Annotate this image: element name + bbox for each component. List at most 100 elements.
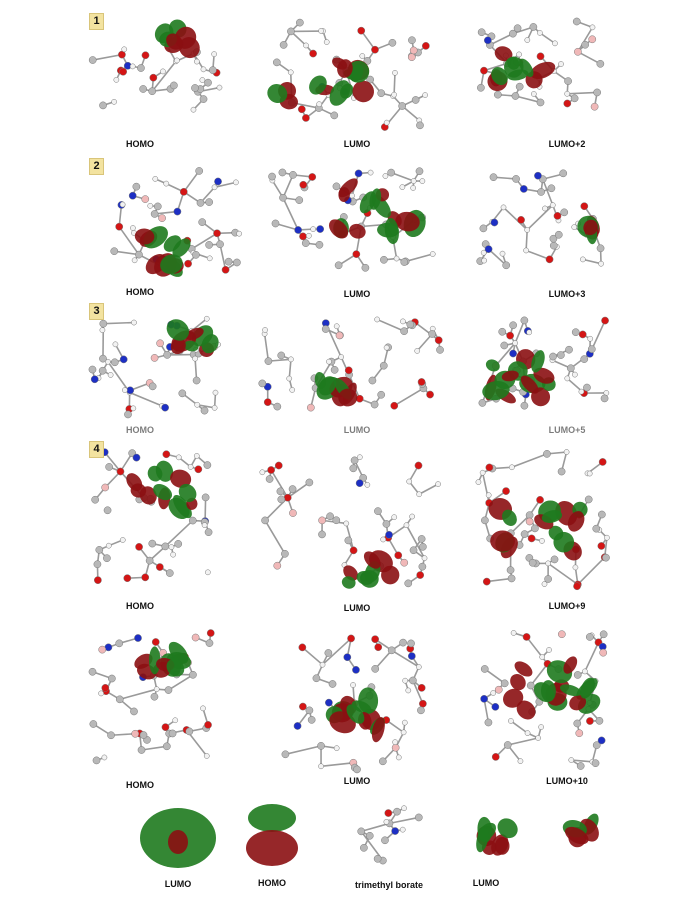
trimethyl-borate-molecule-atom — [357, 827, 366, 836]
p5-lumo-molecule-atom — [325, 698, 333, 707]
panel-tag-1: 1 — [89, 13, 104, 30]
p4-lumo-molecule-atom — [406, 478, 413, 485]
p4-lumo-molecule-atom — [283, 493, 292, 502]
p3-lumo-molecule-atom — [417, 378, 426, 386]
p5-lumoplus-molecule-atom — [510, 630, 517, 636]
p4-lumo-orbital-lobe — [363, 551, 381, 569]
p5-lumoplus-molecule-atom — [490, 690, 497, 696]
p4-homo-molecule-atom — [105, 542, 112, 549]
p4-homo-molecule-atom — [204, 528, 213, 537]
p2-lumo-molecule-bond — [282, 197, 299, 231]
p1-lumoplus-molecule-atom — [590, 102, 599, 111]
p1-homo-molecule-bond — [92, 53, 123, 61]
p5-lumoplus-molecule-bond — [525, 636, 543, 658]
p5-homo-molecule-atom — [172, 717, 179, 724]
p4-lumo-molecule-atom — [359, 473, 368, 482]
p3-homo-molecule-atom — [203, 315, 210, 322]
p1-lumoplus-molecule-atom — [536, 98, 545, 107]
p4-lumo-molecule-atom — [419, 542, 427, 551]
p5-lumoplus-molecule-bond — [584, 642, 600, 672]
p4-lumo-molecule-atom — [261, 516, 269, 525]
p3-lumo-molecule-atom — [306, 403, 315, 412]
p2-lumo-molecule-atom — [306, 232, 312, 239]
p3-lumo-molecule-atom — [406, 320, 415, 329]
p5-homo-molecule-atom — [139, 731, 148, 739]
p4-lumoplus-molecule-atom — [509, 464, 515, 471]
p4-lumo-molecule-atom — [356, 454, 363, 461]
p1-lumo-orbital-lobe — [309, 75, 327, 95]
p3-lumo-molecule-atom — [379, 361, 388, 370]
p2-lumo-molecule-atom — [410, 185, 417, 191]
p1-lumoplus-molecule-atom — [570, 94, 579, 103]
p1-lumo-molecule-atom — [416, 121, 424, 130]
p3-lumoplus-orbital-lobe — [533, 367, 555, 384]
p3-lumoplus-molecule-atom — [578, 388, 585, 395]
p4-homo-molecule-atom — [123, 574, 132, 583]
p3-lumoplus-molecule-bond — [495, 342, 516, 367]
p3-homo-molecule-atom — [99, 319, 108, 328]
p2-lumoplus-molecule-atom — [542, 205, 548, 212]
p3-lumo-molecule-atom — [321, 325, 330, 333]
p3-homo-molecule-atom — [192, 376, 201, 385]
p1-lumoplus-molecule-atom — [558, 61, 564, 67]
p4-lumo-molecule-atom — [385, 530, 393, 539]
p1-lumoplus-molecule-atom — [516, 51, 522, 58]
p4-lumo-orbital-lobe — [341, 576, 356, 589]
p1-lumoplus-molecule-atom — [552, 40, 558, 47]
p2-homo-molecule-atom — [147, 202, 154, 209]
p1-lumoplus-molecule-atom — [596, 59, 605, 68]
p4-homo-molecule-atom — [94, 576, 102, 584]
p3-homo-molecule-bond — [107, 361, 131, 393]
p1-homo-molecule-atom — [193, 58, 200, 65]
p2-lumo-orbital-lobe — [369, 188, 382, 210]
p5-homo-molecule-atom — [92, 756, 101, 765]
p3-homo-molecule-atom — [163, 351, 172, 359]
p3-homo-molecule-atom — [99, 327, 106, 333]
p2-lumo-molecule-atom — [352, 250, 361, 258]
p4-homo-molecule-bond — [204, 497, 207, 522]
p5-lumo-molecule-atom — [407, 652, 416, 660]
p5-lumo-molecule-atom — [409, 676, 417, 685]
p2-lumo-orbital-lobe — [349, 223, 366, 239]
p3-lumoplus-molecule-atom — [512, 340, 518, 346]
p4-lumo-molecule-atom — [277, 495, 286, 504]
p2-homo-molecule-atom — [233, 179, 239, 186]
p3-lumo-molecule-atom — [374, 316, 380, 323]
p4-lumo-molecule-atom — [382, 520, 391, 528]
p5-lumo-molecule-atom — [350, 682, 356, 688]
p3-lumo-molecule-bond — [393, 387, 424, 407]
p2-lumoplus-molecule-atom — [545, 255, 554, 264]
p4-lumoplus-orbital-lobe — [490, 530, 515, 552]
bottom-homo-lobe-bottom — [246, 830, 298, 866]
p4-lumoplus-molecule-atom — [525, 517, 534, 526]
p1-lumo-molecule-atom — [422, 92, 428, 98]
p4-homo-molecule-atom — [101, 483, 110, 492]
p4-lumo-molecule-bond — [264, 519, 286, 555]
p1-lumoplus-molecule-atom — [572, 17, 581, 26]
p3-lumoplus-molecule-atom — [587, 335, 594, 342]
trimethyl-borate-molecule-atom — [365, 831, 374, 840]
p5-lumoplus-molecule-atom — [582, 668, 588, 675]
p5-homo-molecule-atom — [205, 639, 214, 647]
p1-lumoplus-molecule-atom — [509, 29, 517, 38]
trimethyl-borate-molecule-atom — [393, 807, 401, 816]
p3-lumo-molecule-atom — [286, 375, 293, 382]
p2-lumo-molecule-atom — [393, 255, 400, 262]
p5-homo-molecule-atom — [89, 720, 98, 728]
p4-lumo-molecule-bond — [418, 483, 439, 495]
p2-homo-molecule-atom — [163, 180, 170, 187]
p4-lumoplus-molecule-bond — [547, 562, 579, 586]
p4-homo-molecule-bond — [104, 451, 122, 473]
p3-lumoplus-molecule-atom — [565, 345, 573, 354]
p4-lumo-molecule-bond — [270, 469, 289, 499]
p5-lumoplus-molecule-atom — [522, 633, 531, 641]
p5-lumo-molecule-atom — [391, 743, 400, 752]
p2-lumoplus-molecule-atom — [547, 184, 556, 193]
p1-homo-molecule-atom — [170, 81, 178, 90]
p4-homo-molecule-atom — [170, 551, 176, 558]
p5-homo-molecule-atom — [137, 746, 146, 754]
p3-lumoplus-molecule-atom — [509, 349, 517, 358]
p4-lumoplus-orbital-lobe — [541, 510, 563, 523]
p1-lumoplus-molecule-atom — [536, 52, 545, 61]
p1-lumo-molecule-atom — [408, 36, 416, 45]
